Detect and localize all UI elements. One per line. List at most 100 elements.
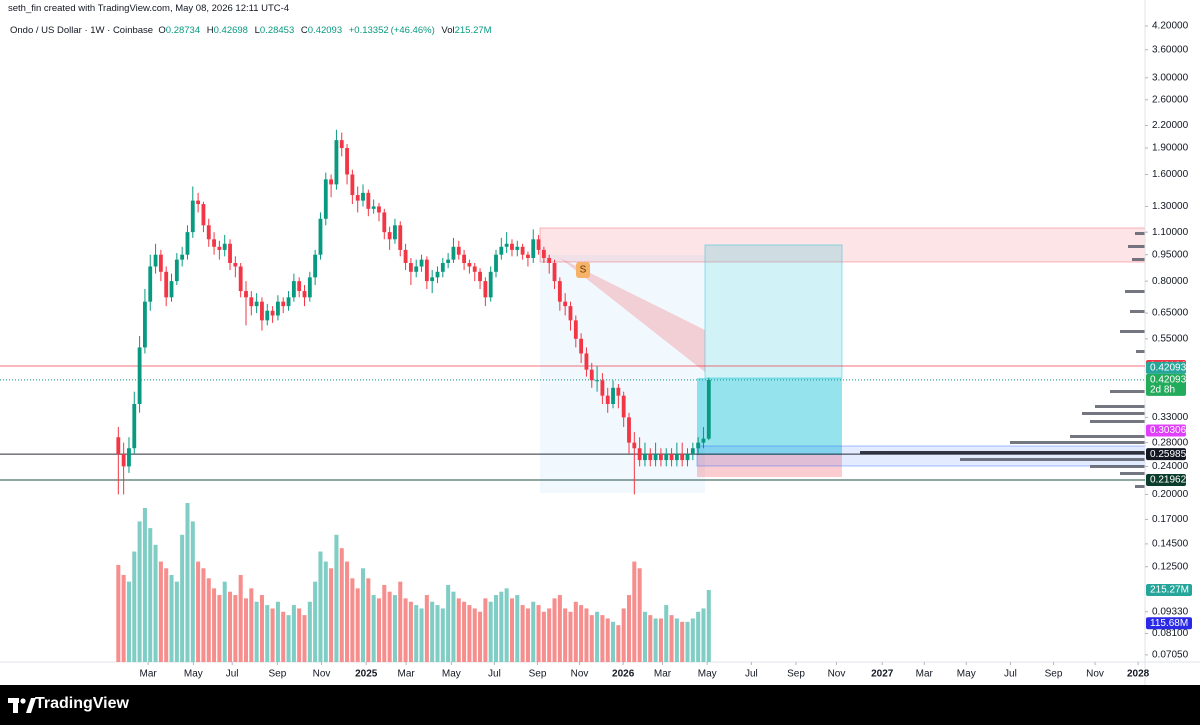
x-tick-label: Jul [1004,669,1017,680]
volume-bar [621,608,626,662]
volume-bar [137,521,142,662]
candle-body [143,301,147,348]
x-tick-label: Mar [139,669,157,680]
volume-bar [116,564,121,662]
x-tick-label: 2028 [1127,669,1150,680]
volume-bar [334,534,339,662]
candle-body [403,249,408,264]
close-value: 0.42093 [307,25,343,36]
candle-body [563,301,568,307]
change: +0.13352 [348,25,389,36]
y-tick-label: 0.20000 [1152,489,1189,500]
candle-body [664,454,669,461]
volume-bar [674,618,679,662]
volume-bar [525,608,530,662]
volume-bar [642,611,647,662]
volume-bar [696,611,701,662]
candle-body [446,259,451,264]
price-tag [1146,448,1186,461]
volume-ma-tag-label: 115.68M [1150,618,1188,629]
volume-bar [228,591,233,662]
candle-body [472,266,477,272]
y-tick-label: 0.33000 [1152,412,1189,423]
candle-body [621,395,626,418]
candle-body [281,301,286,307]
vol-label: Vol [441,25,455,36]
x-tick-label: May [184,669,203,680]
x-tick-label: Sep [268,669,286,680]
candle-body [637,448,642,461]
x-tick-label: Sep [529,669,547,680]
y-tick-label: 0.28000 [1152,437,1189,448]
volume-bar [206,578,211,662]
candle-body [632,442,637,449]
candle-body [116,437,121,455]
volume-bar [392,595,397,662]
x-tick-label: May [698,669,717,680]
volume-bar [169,574,174,662]
logo [8,698,36,713]
candle-body [605,395,610,404]
candle-body [541,249,546,258]
candle-body [132,403,137,449]
credit: seth_fin created with TradingView.com, M… [8,3,290,14]
y-tick-label: 3.60000 [1152,44,1189,55]
candle-body [669,454,674,461]
volume-bar [307,601,312,662]
volume-bar [212,588,217,662]
candle-body [531,239,536,258]
price-tag [1146,424,1186,437]
volume-bar [153,544,158,662]
volume-bar [387,591,392,662]
symbol: Ondo / US Dollar · 1W · Coinbase [10,25,154,36]
candle-body [488,271,493,298]
candle-body [451,246,456,260]
candle-body [339,140,344,149]
volume-bar [190,521,195,662]
volume-bar [323,561,328,662]
y-tick-label: 1.60000 [1152,169,1189,180]
volume-bar [249,588,254,662]
candle-body [382,212,387,233]
candle-body [169,281,174,298]
x-tick-label: Nov [313,669,331,680]
volume-bar [658,618,663,662]
candle-body [334,140,339,185]
candle-body [212,239,216,247]
price-tag [1146,474,1186,487]
candle-body [653,454,658,461]
profit-zone [697,378,842,455]
price-tag-label: 0.25985 [1150,449,1187,460]
candle-body [600,380,605,396]
volume-bar [270,608,275,662]
volume-bar [424,595,429,662]
candle-body [579,338,584,354]
candle-body [674,454,679,461]
volume-bar [185,503,190,662]
volume-bar [690,618,695,662]
volume-bar [174,581,179,662]
candle-body [536,239,541,250]
candle-body [467,263,472,267]
volume-bar [371,595,376,662]
candle-body [573,320,578,339]
volume-bar [701,608,706,662]
volume-bar [435,605,440,662]
volume-bar [456,598,461,662]
volume-bar [536,605,541,662]
chart: 4.20000 3.60000 3.00000 2.60000 2.20000 1.900… [0,0,1200,685]
candle-body [690,448,695,455]
volume-bar [563,608,568,662]
candle-body [696,442,701,449]
x-tick-label: Jul [745,669,758,680]
y-tick-label: 1.10000 [1152,227,1189,238]
candle-body [323,179,328,219]
candle-body [499,246,504,255]
volume-bar [467,605,472,662]
candle-body [387,232,392,240]
volume-bar [355,588,360,662]
candle-body [345,148,349,175]
candle-body [557,281,562,302]
y-tick-label: 0.80000 [1152,276,1189,287]
